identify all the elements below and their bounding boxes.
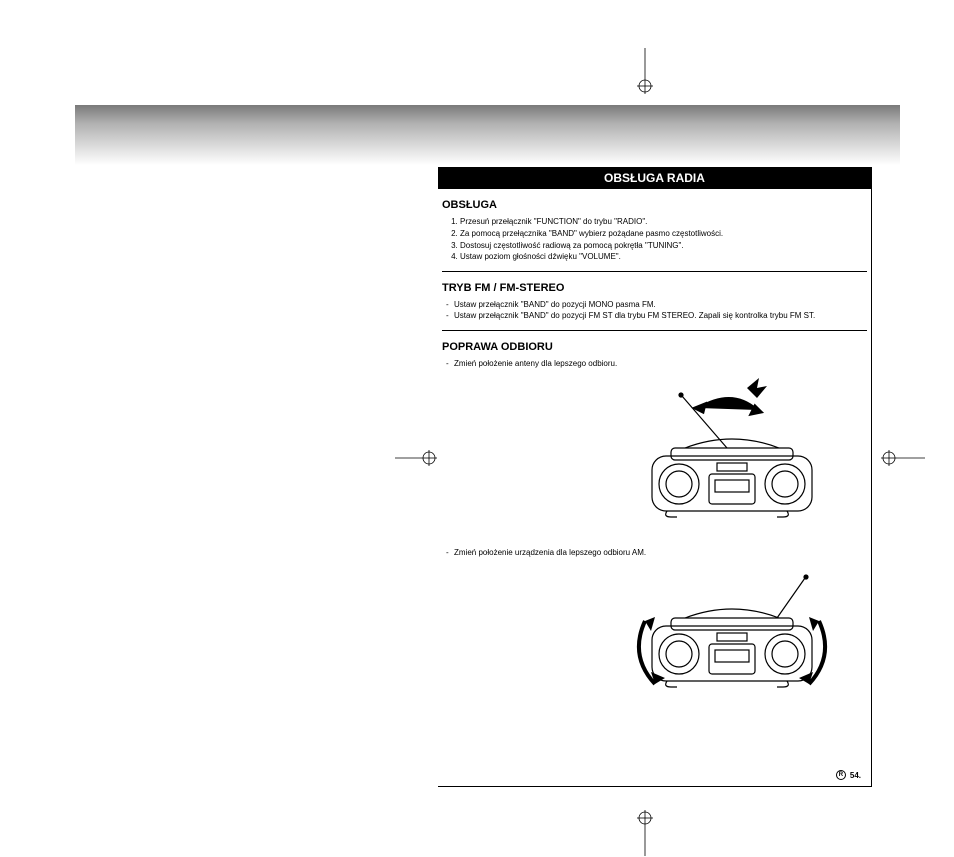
- boombox-antenna-illustration: [627, 378, 837, 528]
- divider: [442, 271, 867, 272]
- text-line: Zmień położenie anteny dla lepszego odbi…: [454, 359, 617, 370]
- list-item: Za pomocą przełącznika "BAND" wybierz po…: [460, 229, 867, 240]
- crop-mark-top-icon: [625, 48, 665, 96]
- list-item: Przesuń przełącznik "FUNCTION" do trybu …: [460, 217, 867, 228]
- heading-tryb: TRYB FM / FM-STEREO: [442, 282, 867, 294]
- divider: [442, 330, 867, 331]
- header-gradient: [75, 105, 900, 165]
- heading-poprawa: POPRAWA ODBIORU: [442, 341, 867, 353]
- list-item: Ustaw przełącznik "BAND" do pozycji MONO…: [454, 300, 656, 311]
- crop-mark-right-icon: [875, 438, 925, 478]
- title-bar: OBSŁUGA RADIA: [438, 167, 871, 189]
- list-item: Ustaw przełącznik "BAND" do pozycji FM S…: [454, 311, 815, 322]
- page-content: OBSŁUGA RADIA OBSŁUGA Przesuń przełączni…: [438, 167, 872, 787]
- list-item: Dostosuj częstotliwość radiową za pomocą…: [460, 241, 867, 252]
- tryb-list: -Ustaw przełącznik "BAND" do pozycji MON…: [442, 300, 867, 322]
- crop-mark-bottom-icon: [625, 808, 665, 856]
- page-number: R 54.: [836, 770, 861, 780]
- text-line: Zmień położenie urządzenia dla lepszego …: [454, 548, 646, 559]
- heading-obsluga: OBSŁUGA: [442, 199, 867, 211]
- boombox-rotate-illustration: [627, 566, 837, 706]
- list-item: Ustaw poziom głośności dźwięku "VOLUME".: [460, 252, 867, 263]
- obsluga-list: Przesuń przełącznik "FUNCTION" do trybu …: [442, 217, 867, 263]
- region-symbol-icon: R: [836, 770, 846, 780]
- page-number-text: 54.: [850, 771, 861, 780]
